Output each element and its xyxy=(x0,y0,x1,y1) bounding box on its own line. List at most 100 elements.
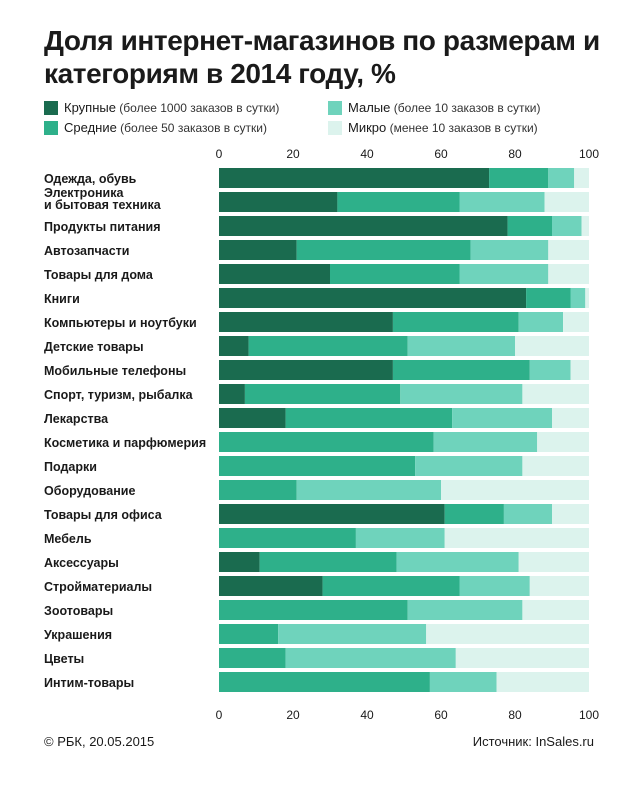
bar-segment-8-0 xyxy=(219,360,393,380)
category-label-17: Стройматериалы xyxy=(44,580,152,594)
category-label-15: Мебель xyxy=(44,532,92,546)
bar-segment-21-3 xyxy=(496,672,589,692)
category-label-19: Украшения xyxy=(44,628,112,642)
category-label-4: Товары для дома xyxy=(44,268,154,282)
bar-segment-16-2 xyxy=(396,552,519,572)
category-label-20: Цветы xyxy=(44,652,84,666)
legend-swatch-micro xyxy=(328,121,342,135)
bar-segment-14-1 xyxy=(444,504,504,524)
bar-segment-8-2 xyxy=(529,360,571,380)
bar-segment-5-3 xyxy=(585,288,589,308)
bar-segment-1-0 xyxy=(219,192,338,212)
bar-segment-20-1 xyxy=(219,648,286,668)
legend-name-small: Малые xyxy=(348,100,391,115)
bar-segment-7-2 xyxy=(407,336,515,356)
bar-segment-18-2 xyxy=(407,600,523,620)
bar-segment-19-1 xyxy=(219,624,279,644)
category-label-21: Интим-товары xyxy=(44,676,134,690)
bar-segment-5-2 xyxy=(570,288,586,308)
category-label-8: Мобильные телефоны xyxy=(44,364,186,378)
bar-segment-6-2 xyxy=(518,312,564,332)
bar-segment-5-1 xyxy=(526,288,571,308)
bar-segment-11-3 xyxy=(537,432,589,452)
bar-segment-17-3 xyxy=(529,576,589,596)
category-label-5: Книги xyxy=(44,292,80,306)
x-tick-bottom-60: 60 xyxy=(434,708,448,722)
bar-segment-0-1 xyxy=(489,168,549,188)
bar-segment-10-3 xyxy=(552,408,589,428)
source: Источник: InSales.ru xyxy=(472,734,594,749)
bar-segment-7-0 xyxy=(219,336,249,356)
bar-segment-13-3 xyxy=(441,480,589,500)
bar-segment-9-2 xyxy=(400,384,523,404)
bar-segment-13-1 xyxy=(219,480,297,500)
legend-note-medium: (более 50 заказов в сутки) xyxy=(120,121,267,135)
x-tick-top-20: 20 xyxy=(286,147,300,161)
category-label-1-line-1: и бытовая техника xyxy=(44,198,162,212)
legend-item-small: Малые (более 10 заказов в сутки) xyxy=(328,100,541,116)
bar-segment-12-3 xyxy=(522,456,589,476)
bar-segment-13-2 xyxy=(296,480,441,500)
copyright: © РБК, 20.05.2015 xyxy=(44,734,155,749)
x-tick-top-60: 60 xyxy=(434,147,448,161)
legend-name-micro: Микро xyxy=(348,120,387,135)
bar-segment-2-0 xyxy=(219,216,508,236)
legend-note-micro: (менее 10 заказов в сутки) xyxy=(389,121,538,135)
bar-segment-17-2 xyxy=(459,576,530,596)
bar-segment-16-1 xyxy=(259,552,397,572)
x-tick-top-100: 100 xyxy=(579,147,599,161)
bar-segment-20-2 xyxy=(285,648,456,668)
bar-segment-16-3 xyxy=(518,552,589,572)
x-tick-top-80: 80 xyxy=(508,147,522,161)
x-tick-top-0: 0 xyxy=(216,147,223,161)
bar-segment-12-1 xyxy=(219,456,416,476)
category-label-3: Автозапчасти xyxy=(44,244,130,258)
bar-segment-6-0 xyxy=(219,312,393,332)
category-label-2: Продукты питания xyxy=(44,220,161,234)
bar-segment-3-0 xyxy=(219,240,297,260)
bar-segment-4-3 xyxy=(548,264,589,284)
bar-segment-3-2 xyxy=(470,240,549,260)
legend-name-large: Крупные xyxy=(64,100,116,115)
bar-segment-3-3 xyxy=(548,240,589,260)
bar-segment-1-3 xyxy=(544,192,589,212)
bar-segment-17-0 xyxy=(219,576,323,596)
bar-segment-4-1 xyxy=(330,264,460,284)
bar-segment-11-1 xyxy=(219,432,434,452)
x-tick-bottom-0: 0 xyxy=(216,708,223,722)
bar-segment-10-2 xyxy=(452,408,552,428)
bar-segment-21-1 xyxy=(219,672,430,692)
bar-segment-1-1 xyxy=(337,192,460,212)
bar-segment-19-3 xyxy=(426,624,589,644)
category-label-14: Товары для офиса xyxy=(44,508,163,522)
bar-segment-1-2 xyxy=(459,192,545,212)
bar-segment-0-3 xyxy=(574,168,589,188)
bar-segment-18-3 xyxy=(522,600,589,620)
category-label-6: Компьютеры и ноутбуки xyxy=(44,316,197,330)
bar-segment-9-1 xyxy=(244,384,401,404)
bar-segment-2-1 xyxy=(507,216,552,236)
x-tick-bottom-80: 80 xyxy=(508,708,522,722)
x-tick-bottom-40: 40 xyxy=(360,708,374,722)
bar-segment-15-3 xyxy=(444,528,589,548)
bar-segment-8-3 xyxy=(570,360,589,380)
bar-segment-7-1 xyxy=(248,336,408,356)
legend-note-large: (более 1000 заказов в сутки) xyxy=(119,101,280,115)
bar-segment-12-2 xyxy=(415,456,523,476)
bar-segment-4-0 xyxy=(219,264,330,284)
bar-segment-20-3 xyxy=(455,648,589,668)
bar-segment-14-2 xyxy=(503,504,552,524)
legend-swatch-medium xyxy=(44,121,58,135)
bar-segment-6-3 xyxy=(563,312,589,332)
x-tick-top-40: 40 xyxy=(360,147,374,161)
category-label-9: Спорт, туризм, рыбалка xyxy=(44,388,194,402)
bar-segment-19-2 xyxy=(278,624,427,644)
legend-swatch-small xyxy=(328,101,342,115)
bar-segment-2-3 xyxy=(581,216,589,236)
bar-segment-4-2 xyxy=(459,264,549,284)
legend-note-small: (более 10 заказов в сутки) xyxy=(393,101,541,115)
bar-segment-14-0 xyxy=(219,504,445,524)
bar-segment-7-3 xyxy=(515,336,589,356)
category-label-13: Оборудование xyxy=(44,484,135,498)
